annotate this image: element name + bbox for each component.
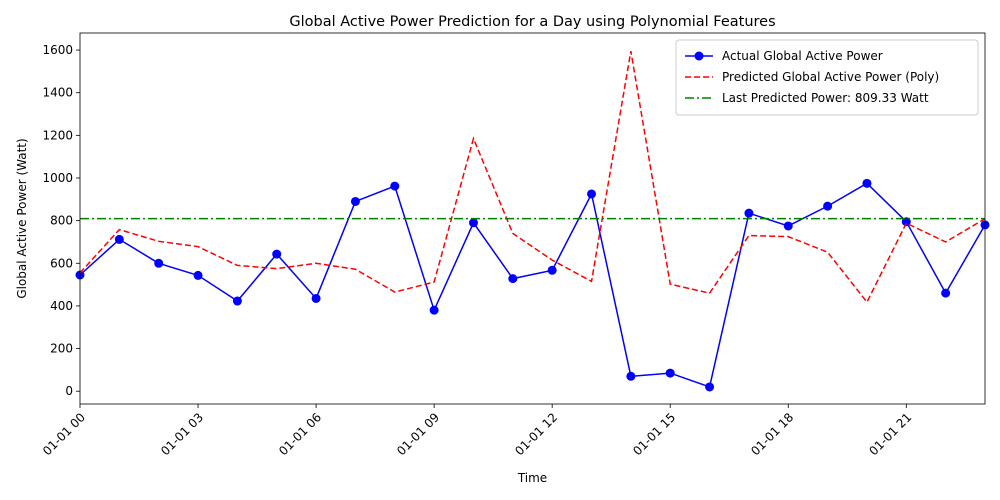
x-tick-label: 01-01 15: [630, 410, 678, 458]
legend-box: [675, 39, 979, 116]
series-0-point: [705, 382, 715, 392]
legend-label-2: Last Predicted Power: 809.33 Watt: [722, 91, 929, 105]
y-axis-label: Global Active Power (Watt): [15, 138, 29, 298]
series-0-point: [744, 208, 754, 218]
series-0-point: [429, 305, 439, 315]
series-0-point: [547, 265, 557, 275]
series-0-line: [79, 182, 986, 388]
series-0-point: [941, 288, 951, 298]
y-tick-label: 1600: [42, 43, 73, 57]
series-0-point: [901, 217, 911, 227]
x-axis-label: Time: [517, 471, 547, 485]
legend: Actual Global Active Power Predicted Glob…: [675, 39, 979, 116]
series-0-point: [665, 368, 675, 378]
y-tick-label: 400: [50, 299, 73, 313]
series-0-point: [468, 218, 478, 228]
series-0-point: [823, 201, 833, 211]
series-0-point: [193, 270, 203, 280]
x-tick-label: 01-01 03: [158, 410, 206, 458]
y-tick-label: 600: [50, 256, 73, 270]
chart-title: Global Active Power Prediction for a Day…: [289, 14, 775, 30]
y-tick-label: 1200: [42, 128, 73, 142]
y-tick-label: 0: [65, 384, 73, 398]
axes-frame: [79, 32, 986, 405]
series-0-point: [508, 274, 518, 284]
legend-marker-0: [694, 51, 704, 61]
x-tick-label: 01-01 00: [40, 410, 88, 458]
legend-label-0: Actual Global Active Power: [722, 49, 883, 63]
series-0-point: [154, 258, 164, 268]
x-tick-label: 01-01 09: [394, 410, 442, 458]
y-tick-label: 200: [50, 342, 73, 356]
series-0-point: [862, 178, 872, 188]
x-tick-label: 01-01 12: [512, 410, 560, 458]
y-tick-label: 1000: [42, 171, 73, 185]
series-0-point: [114, 234, 124, 244]
x-tick-label: 01-01 18: [748, 410, 796, 458]
y-tick-label: 800: [50, 214, 73, 228]
series-0-point: [587, 189, 597, 199]
series-1-line: [79, 50, 986, 304]
plot-area: [75, 50, 990, 392]
series-0-point: [232, 296, 242, 306]
series-0-point: [272, 249, 282, 259]
series-0-point: [350, 196, 360, 206]
y-tick-label: 1400: [42, 86, 73, 100]
x-tick-label: 01-01 06: [276, 410, 324, 458]
series-0-point: [311, 293, 321, 303]
series-0-point: [390, 181, 400, 191]
series-0-point: [783, 221, 793, 231]
legend-label-1: Predicted Global Active Power (Poly): [722, 70, 939, 84]
x-tick-label: 01-01 21: [866, 410, 914, 458]
series-0-point: [626, 371, 636, 381]
